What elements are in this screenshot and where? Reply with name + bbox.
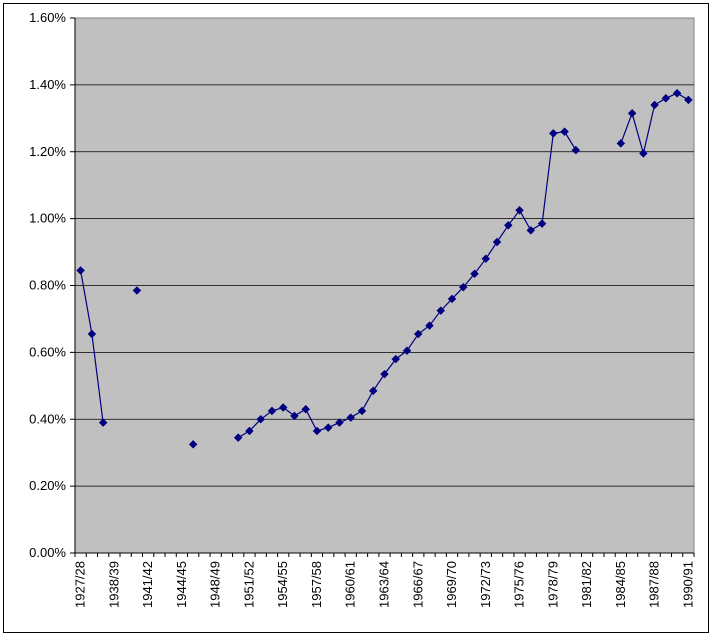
data-point — [526, 225, 536, 235]
y-tick-label: 1.00% — [29, 211, 66, 226]
data-point — [436, 306, 446, 315]
x-tick-label: 1963/64 — [377, 561, 392, 608]
y-tick-label: 1.40% — [29, 77, 66, 92]
data-point — [98, 418, 108, 427]
data-point — [301, 404, 311, 414]
data-point — [290, 411, 299, 421]
x-tick-label: 1954/55 — [275, 561, 290, 608]
data-point — [256, 414, 266, 424]
y-tick-label: 0.80% — [29, 278, 66, 293]
x-tick-label: 1984/85 — [613, 561, 628, 608]
data-point — [188, 439, 198, 449]
data-point — [267, 406, 277, 416]
y-tick-label: 0.60% — [29, 344, 66, 359]
data-point — [323, 423, 333, 432]
data-point — [87, 329, 97, 339]
x-tick-label: 1987/88 — [647, 561, 662, 608]
data-point — [639, 149, 648, 158]
x-tick-label: 1938/39 — [106, 561, 121, 608]
x-tick-label: 1978/79 — [545, 561, 560, 608]
data-point — [481, 254, 491, 264]
x-tick-label: 1990/91 — [680, 561, 695, 608]
data-point — [661, 93, 671, 103]
data-point — [470, 269, 479, 279]
data-point — [233, 433, 243, 442]
x-tick-label: 1948/49 — [208, 561, 223, 608]
data-point — [335, 418, 344, 427]
data-point — [380, 369, 389, 379]
x-tick-label: 1972/73 — [478, 561, 493, 608]
y-tick-label: 0.40% — [29, 411, 66, 426]
x-tick-label: 1960/61 — [343, 561, 358, 608]
x-tick-label: 1975/76 — [512, 561, 527, 608]
data-point — [627, 108, 637, 118]
x-tick-label: 1951/52 — [241, 561, 256, 608]
data-point — [368, 386, 378, 396]
data-point — [413, 329, 423, 339]
y-tick-label: 0.20% — [29, 478, 66, 493]
data-point — [503, 220, 513, 230]
data-point — [447, 294, 457, 304]
data-point — [346, 413, 356, 422]
data-point — [492, 237, 502, 247]
y-tick-label: 0.00% — [29, 545, 66, 560]
data-point — [560, 127, 569, 137]
data-point — [515, 205, 524, 215]
data-point — [357, 406, 367, 416]
x-tick-label: 1966/67 — [410, 561, 425, 608]
y-tick-label: 1.60% — [29, 10, 66, 25]
x-tick-label: 1957/58 — [309, 561, 324, 608]
data-point — [245, 426, 254, 436]
data-point — [672, 88, 682, 98]
data-point — [650, 100, 659, 110]
data-point — [391, 354, 401, 364]
data-point — [458, 282, 468, 292]
data-point — [537, 219, 547, 228]
data-point — [571, 145, 581, 155]
data-point — [548, 129, 558, 138]
x-tick-label: 1981/82 — [579, 561, 594, 608]
x-tick-label: 1969/70 — [444, 561, 459, 608]
data-point — [402, 346, 412, 356]
x-tick-label: 1927/28 — [73, 561, 88, 608]
x-tick-label: 1941/42 — [140, 561, 155, 608]
data-point — [312, 426, 322, 436]
x-tick-label: 1944/45 — [174, 561, 189, 608]
y-tick-label: 1.20% — [29, 144, 66, 159]
data-point — [76, 266, 85, 275]
data-point — [278, 403, 288, 412]
data-point — [616, 139, 626, 148]
data-point — [132, 286, 142, 295]
data-point — [684, 95, 693, 105]
data-point — [425, 321, 434, 330]
